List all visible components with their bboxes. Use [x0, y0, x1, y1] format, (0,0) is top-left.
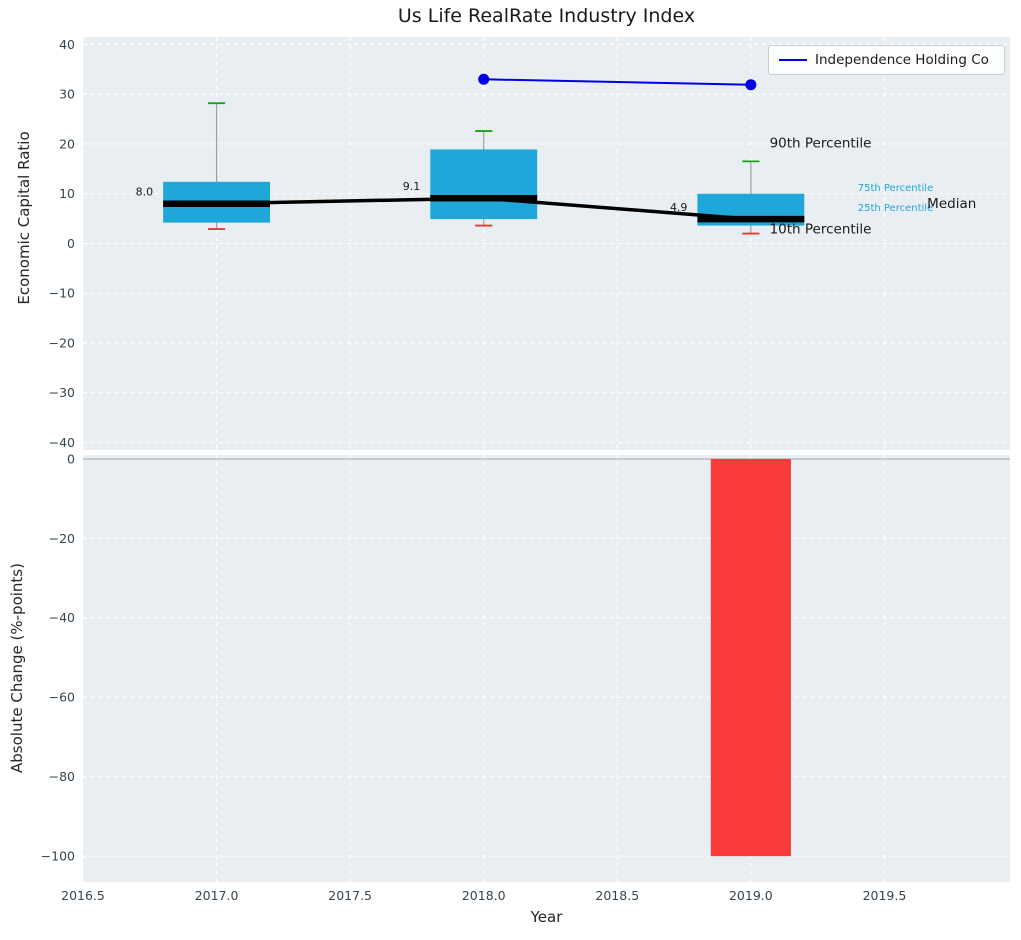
legend-label: Independence Holding Co [815, 52, 989, 68]
y-tick-label: 0 [67, 451, 75, 466]
x-tick-label: 2017.0 [195, 888, 239, 903]
annotation-25th-percentile: 25th Percentile [858, 203, 934, 214]
y-tick-label: −40 [49, 610, 75, 625]
legend-line-sample [779, 59, 807, 61]
annotation-75th-percentile: 75th Percentile [858, 183, 934, 194]
y-tick-label: 10 [59, 186, 75, 201]
x-tick-label: 2017.5 [328, 888, 372, 903]
y-axis-label-bottom: Absolute Change (%-points) [8, 563, 26, 773]
median-value-label-2018: 9.1 [403, 180, 421, 193]
annotation-90th-percentile: 90th Percentile [770, 136, 872, 152]
company-point-2019 [745, 79, 757, 91]
x-tick-label: 2019.5 [863, 888, 907, 903]
y-tick-label: 0 [67, 236, 75, 251]
absolute-change-panel-background [83, 455, 1010, 882]
y-tick-label: −60 [49, 690, 75, 705]
annotation-10th-percentile: 10th Percentile [770, 221, 872, 237]
y-tick-label: 20 [59, 136, 75, 151]
company-point-2018 [478, 73, 490, 85]
y-axis-label-top: Economic Capital Ratio [15, 131, 33, 305]
y-tick-label: −30 [49, 385, 75, 400]
x-tick-label: 2018.0 [462, 888, 506, 903]
y-tick-label: 40 [59, 37, 75, 52]
x-tick-label: 2018.5 [595, 888, 639, 903]
chart-title: Us Life RealRate Industry Index [397, 5, 696, 27]
y-tick-label: −10 [49, 286, 75, 301]
median-value-label-2017: 8.0 [136, 186, 154, 199]
y-tick-label: −20 [49, 531, 75, 546]
x-axis-label: Year [530, 908, 563, 926]
y-tick-label: −80 [49, 769, 75, 784]
legend: Independence Holding Co [768, 45, 1005, 75]
box-2018 [430, 149, 538, 220]
y-tick-label: −20 [49, 335, 75, 350]
x-tick-label: 2019.0 [729, 888, 773, 903]
company-line [483, 78, 751, 86]
annotation-median: Median [927, 196, 976, 212]
x-tick-label: 2016.5 [61, 888, 105, 903]
y-tick-label: 30 [59, 87, 75, 102]
change-bar-2019 [710, 458, 791, 857]
y-tick-label: −40 [49, 435, 75, 450]
median-value-label-2019: 4.9 [670, 201, 688, 214]
y-tick-label: −100 [41, 849, 75, 864]
